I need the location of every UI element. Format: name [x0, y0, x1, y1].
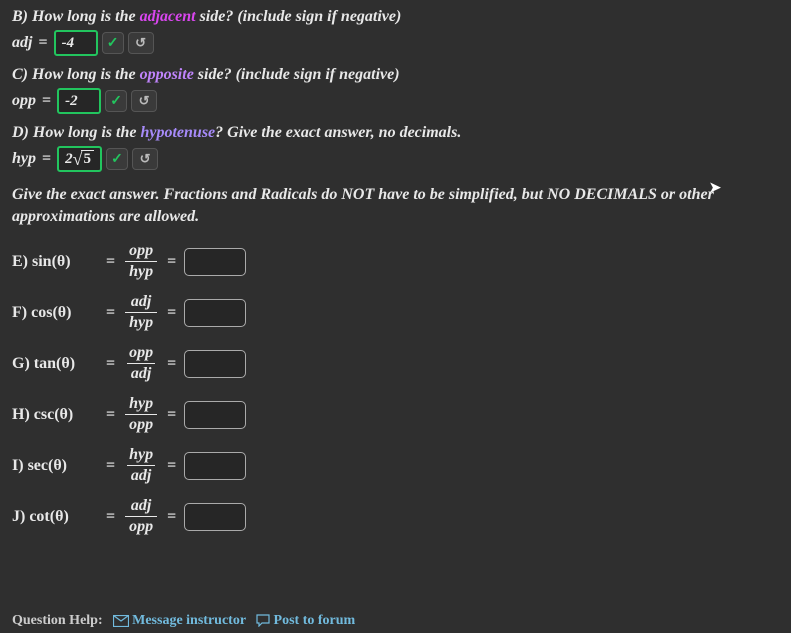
- answer-row-d: hyp = 2√5 ✓ ↺: [12, 146, 779, 172]
- post-to-forum-link[interactable]: Post to forum: [256, 613, 355, 629]
- input-csc[interactable]: [184, 401, 246, 429]
- answer-row-c: opp = -2 ✓ ↺: [12, 88, 779, 114]
- frac-sec: hypadj: [125, 447, 157, 484]
- input-cot[interactable]: [184, 503, 246, 531]
- sqrt-icon: √5: [73, 149, 94, 170]
- frac-num: opp: [125, 345, 157, 363]
- retry-icon[interactable]: ↺: [131, 90, 157, 112]
- input-sin[interactable]: [184, 248, 246, 276]
- message-instructor-text: Message instructor: [132, 613, 246, 628]
- equals: =: [106, 406, 115, 424]
- trig-label-sec: I) sec(θ): [12, 457, 98, 475]
- var-hyp: hyp: [12, 150, 36, 168]
- equals: =: [106, 457, 115, 475]
- question-help-label: Question Help:: [12, 613, 103, 629]
- instructions-text: Give the exact answer. Fractions and Rad…: [12, 184, 752, 227]
- input-adj[interactable]: -4: [54, 30, 98, 56]
- trig-row-cos: F) cos(θ) = adjhyp =: [12, 294, 779, 331]
- var-opp: opp: [12, 92, 36, 110]
- frac-cos: adjhyp: [125, 294, 157, 331]
- equals: =: [167, 253, 176, 271]
- hyp-coef: 2: [65, 151, 73, 168]
- question-c-suffix: side? (include sign if negative): [194, 66, 400, 83]
- question-d-suffix: ? Give the exact answer, no decimals.: [215, 124, 461, 141]
- frac-den: hyp: [125, 261, 157, 280]
- equals: =: [106, 253, 115, 271]
- check-icon: ✓: [106, 148, 128, 170]
- frac-den: adj: [127, 465, 155, 484]
- frac-sin: opphyp: [125, 243, 157, 280]
- frac-den: opp: [125, 516, 157, 535]
- input-sec[interactable]: [184, 452, 246, 480]
- cursor-icon: ➤: [709, 180, 721, 197]
- equals-d: =: [42, 150, 51, 168]
- trig-row-sec: I) sec(θ) = hypadj =: [12, 447, 779, 484]
- check-icon: ✓: [102, 32, 124, 54]
- question-b-prefix: B) How long is the: [12, 8, 140, 25]
- equals: =: [106, 508, 115, 526]
- trig-label-cos: F) cos(θ): [12, 304, 98, 322]
- input-opp[interactable]: -2: [57, 88, 101, 114]
- equals: =: [106, 304, 115, 322]
- hyp-radicand: 5: [81, 150, 95, 168]
- question-d-keyword: hypotenuse: [140, 124, 215, 141]
- trig-label-tan: G) tan(θ): [12, 355, 98, 373]
- equals-c: =: [42, 92, 51, 110]
- frac-tan: oppadj: [125, 345, 157, 382]
- frac-num: hyp: [125, 396, 157, 414]
- question-c-prompt: C) How long is the opposite side? (inclu…: [12, 66, 779, 84]
- retry-icon[interactable]: ↺: [132, 148, 158, 170]
- frac-den: adj: [127, 363, 155, 382]
- message-instructor-link[interactable]: Message instructor: [113, 613, 246, 629]
- trig-row-tan: G) tan(θ) = oppadj =: [12, 345, 779, 382]
- frac-den: hyp: [125, 312, 157, 331]
- frac-num: adj: [127, 498, 155, 516]
- trig-label-csc: H) csc(θ): [12, 406, 98, 424]
- frac-cot: adjopp: [125, 498, 157, 535]
- mail-icon: [113, 615, 129, 627]
- trig-label-cot: J) cot(θ): [12, 508, 98, 526]
- equals: =: [167, 304, 176, 322]
- question-b-prompt: B) How long is the adjacent side? (inclu…: [12, 8, 779, 26]
- trig-label-sin: E) sin(θ): [12, 253, 98, 271]
- question-b-keyword: adjacent: [140, 8, 196, 25]
- question-d-prefix: D) How long is the: [12, 124, 140, 141]
- question-c-keyword: opposite: [140, 66, 194, 83]
- question-c-prefix: C) How long is the: [12, 66, 140, 83]
- trig-row-csc: H) csc(θ) = hypopp =: [12, 396, 779, 433]
- trig-row-sin: E) sin(θ) = opphyp =: [12, 243, 779, 280]
- question-b-suffix: side? (include sign if negative): [196, 8, 402, 25]
- trig-row-cot: J) cot(θ) = adjopp =: [12, 498, 779, 535]
- input-cos[interactable]: [184, 299, 246, 327]
- frac-den: opp: [125, 414, 157, 433]
- retry-icon[interactable]: ↺: [128, 32, 154, 54]
- equals: =: [167, 355, 176, 373]
- equals: =: [167, 406, 176, 424]
- check-icon: ✓: [105, 90, 127, 112]
- equals-b: =: [38, 34, 47, 52]
- frac-csc: hypopp: [125, 396, 157, 433]
- frac-num: hyp: [125, 447, 157, 465]
- var-adj: adj: [12, 34, 32, 52]
- equals: =: [106, 355, 115, 373]
- frac-num: opp: [125, 243, 157, 261]
- equals: =: [167, 508, 176, 526]
- post-to-forum-text: Post to forum: [274, 613, 356, 628]
- equals: =: [167, 457, 176, 475]
- input-hyp[interactable]: 2√5: [57, 146, 102, 172]
- footer-bar: Question Help: Message instructor Post t…: [12, 613, 355, 629]
- forum-icon: [256, 614, 270, 627]
- question-d-prompt: D) How long is the hypotenuse? Give the …: [12, 124, 779, 142]
- input-tan[interactable]: [184, 350, 246, 378]
- frac-num: adj: [127, 294, 155, 312]
- answer-row-b: adj = -4 ✓ ↺: [12, 30, 779, 56]
